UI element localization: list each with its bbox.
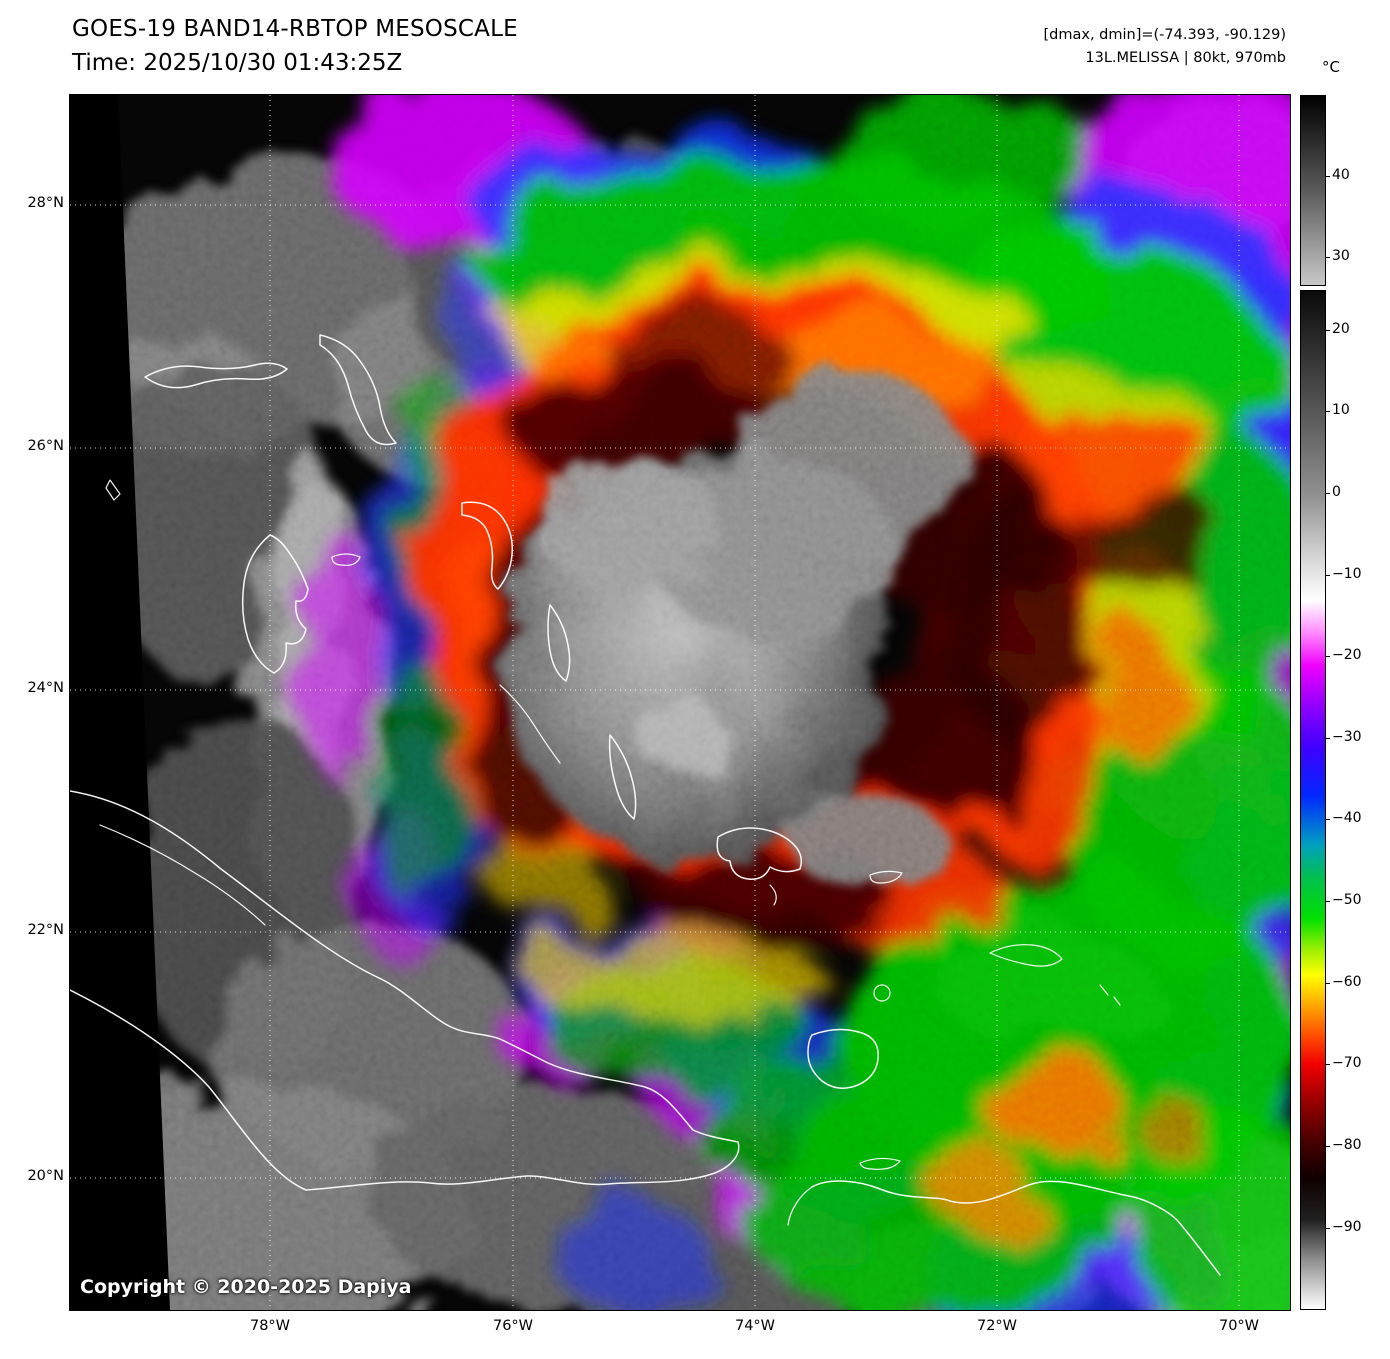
colorbar-tick-label: 20 [1325,321,1350,337]
dmax-dmin-readout: [dmax, dmin]=(-74.393, -90.129) [1043,27,1287,43]
hurricane-satellite-art [70,95,1290,1310]
noise-texture [70,95,1290,1310]
lat-label-24n: 24°N [27,680,64,696]
colorbar-tick-label: 40 [1325,167,1350,183]
lat-label-28n: 28°N [27,195,64,211]
storm-info-label: 13L.MELISSA | 80kt, 970mb [1085,50,1286,66]
coastlines-layer [70,334,1221,1276]
gridlines-layer [70,95,1290,1310]
colorbar-tick-label: −10 [1325,566,1362,582]
colorbar-tick-label: −70 [1325,1055,1362,1071]
colorbar-tick-label: −30 [1325,729,1362,745]
colorbar-gray-segment [1300,95,1326,286]
lon-label-74w: 74°W [734,1318,776,1334]
lon-label-70w: 70°W [1218,1318,1260,1334]
time-label: Time: 2025/10/30 01:43:25Z [72,50,403,76]
satellite-image-panel: Copyright © 2020-2025 Dapiya [69,94,1291,1311]
colorbar-color-segment [1300,290,1326,1310]
colorbar-tick-label: −80 [1325,1137,1362,1153]
lat-label-26n: 26°N [27,438,64,454]
lon-label-78w: 78°W [249,1318,291,1334]
lat-label-20n: 20°N [27,1168,64,1184]
colorbar-tick-label: −40 [1325,810,1362,826]
colorbar-tick-label: −90 [1325,1219,1362,1235]
colorbar-tick-label: 30 [1325,248,1350,264]
copyright-watermark: Copyright © 2020-2025 Dapiya [80,1276,412,1298]
figure-title: GOES-19 BAND14-RBTOP MESOSCALE [72,16,518,42]
lon-label-72w: 72°W [976,1318,1018,1334]
colorbar-tick-label: −20 [1325,647,1362,663]
colorbar-tick-label: 0 [1325,484,1341,500]
colorbar-tick-label: −50 [1325,892,1362,908]
lon-label-76w: 76°W [492,1318,534,1334]
colorbar-tick-label: 10 [1325,402,1350,418]
colorbar-unit-label: °C [1322,58,1340,76]
lat-label-22n: 22°N [27,922,64,938]
colorbar-tick-label: −60 [1325,974,1362,990]
